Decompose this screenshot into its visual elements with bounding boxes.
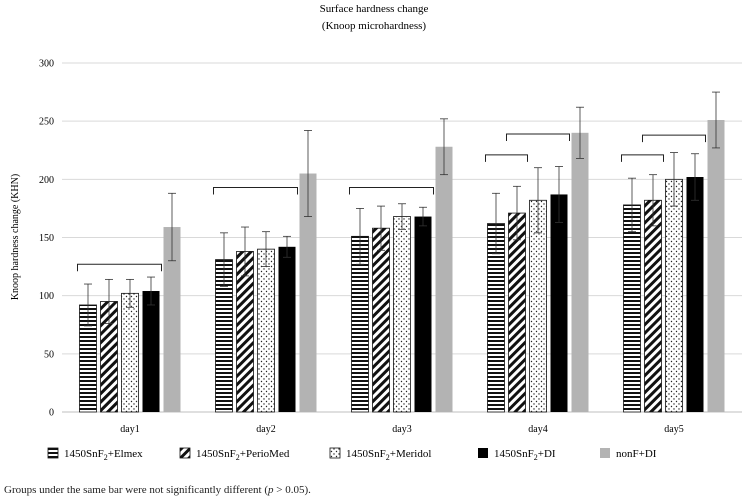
legend-label-1: 1450SnF2+Elmex xyxy=(64,448,143,462)
legend: 1450SnF2+Elmex 1450SnF2+PerioMed 1450SnF2+… xyxy=(47,447,657,462)
footnote: Groups under the same bar were not signi… xyxy=(4,484,311,496)
legend-label-4: 1450SnF2+DI xyxy=(494,448,556,462)
bar-day3-series-4 xyxy=(414,216,432,412)
error-bar-day5-series-4 xyxy=(691,153,699,201)
chart-subtitle: (Knoop microhardness) xyxy=(322,20,427,32)
error-bar-day3-series-5 xyxy=(440,118,448,176)
x-tick-label-day2: day2 xyxy=(256,424,275,435)
error-bar-day4-series-4 xyxy=(555,166,563,223)
error-bar-day2-series-2 xyxy=(241,226,249,277)
y-tick-label-300: 300 xyxy=(39,59,54,70)
x-tick-label-day3: day3 xyxy=(392,424,411,435)
significance-bracket-day5-7 xyxy=(642,134,706,143)
error-bar-day2-series-5 xyxy=(304,130,312,217)
y-tick-label-50: 50 xyxy=(44,349,54,360)
y-tick-label-150: 150 xyxy=(39,233,54,244)
bar-chart: Surface hardness change (Knoop microhard… xyxy=(10,3,742,462)
error-bar-day4-series-2 xyxy=(513,185,521,241)
y-tick-label-250: 250 xyxy=(39,117,54,128)
bar-day5-series-1 xyxy=(623,204,641,413)
legend-swatch-5 xyxy=(600,448,610,458)
significance-brackets xyxy=(77,133,706,272)
bar-day1-series-5 xyxy=(163,227,181,412)
bar-day5-series-2 xyxy=(644,199,662,413)
x-tick-label-day1: day1 xyxy=(120,424,139,435)
error-bar-day1-series-4 xyxy=(147,276,155,306)
x-tick-label-day4: day4 xyxy=(528,424,547,435)
bar-day1-series-4 xyxy=(142,291,160,412)
legend-item-2: 1450SnF2+PerioMed xyxy=(179,447,290,462)
error-bar-day2-series-3 xyxy=(262,231,270,267)
y-tick-label-200: 200 xyxy=(39,175,54,186)
error-bar-day5-series-5 xyxy=(712,91,720,149)
chart-title: Surface hardness change xyxy=(320,3,429,15)
bar-day4-series-5 xyxy=(571,132,589,413)
error-bar-day5-series-3 xyxy=(670,152,678,207)
error-bar-day1-series-1 xyxy=(84,283,92,327)
legend-swatch-1 xyxy=(47,447,59,459)
legend-item-4: 1450SnF2+DI xyxy=(478,448,556,462)
error-bar-day3-series-2 xyxy=(377,205,385,251)
error-bar-day5-series-2 xyxy=(649,174,657,227)
bar-day2-series-3 xyxy=(257,248,275,413)
legend-item-5: nonF+DI xyxy=(600,448,657,460)
y-axis-ticks: 0 50 100 150 200 250 300 xyxy=(39,59,54,419)
y-tick-label-100: 100 xyxy=(39,291,54,302)
footnote-text: Groups under the same bar were not signi… xyxy=(4,484,269,496)
legend-label-5: nonF+DI xyxy=(616,448,657,460)
bar-day4-series-2 xyxy=(508,212,526,413)
error-bar-day3-series-4 xyxy=(419,206,427,227)
bar-day4-series-4 xyxy=(550,194,568,412)
error-bar-day1-series-2 xyxy=(105,278,113,324)
y-axis-label: Knoop hardness change (KHN) xyxy=(10,174,21,300)
significance-bracket-day4-4 xyxy=(485,154,528,162)
error-bar-day5-series-1 xyxy=(628,177,636,233)
significance-bracket-day1-1 xyxy=(77,263,162,272)
error-bar-day1-series-3 xyxy=(126,278,134,308)
significance-bracket-day2-2 xyxy=(213,186,298,195)
significance-bracket-day4-5 xyxy=(506,133,570,141)
footnote-threshold: > 0.05). xyxy=(273,484,311,496)
legend-item-1: 1450SnF2+Elmex xyxy=(47,447,143,462)
bar-day5-series-3 xyxy=(665,178,683,413)
footnote-p-value-symbol: p xyxy=(268,484,274,496)
bars xyxy=(79,120,725,413)
bar-day1-series-3 xyxy=(121,292,139,413)
x-tick-label-day5: day5 xyxy=(664,424,683,435)
y-tick-label-0: 0 xyxy=(49,408,54,419)
bar-day2-series-5 xyxy=(299,173,317,412)
legend-item-3: 1450SnF2+Meridol xyxy=(329,447,431,462)
error-bar-day4-series-3 xyxy=(534,167,542,234)
error-bar-day4-series-1 xyxy=(492,192,500,255)
error-bar-day2-series-1 xyxy=(220,232,228,287)
bar-day3-series-2 xyxy=(372,227,390,413)
bar-day5-series-4 xyxy=(686,177,704,412)
bar-day3-series-3 xyxy=(393,216,411,413)
legend-swatch-2 xyxy=(179,447,191,459)
legend-label-2: 1450SnF2+PerioMed xyxy=(196,448,290,462)
error-bar-day3-series-1 xyxy=(356,208,364,265)
bar-day3-series-5 xyxy=(435,146,453,412)
legend-swatch-3 xyxy=(329,447,341,459)
error-bar-day2-series-4 xyxy=(283,235,291,258)
significance-bracket-day3-3 xyxy=(349,186,434,195)
x-axis-ticks: day1 day2 day3 day4 day5 xyxy=(120,424,683,435)
legend-label-3: 1450SnF2+Meridol xyxy=(346,448,431,462)
bar-day5-series-5 xyxy=(707,120,725,413)
significance-bracket-day5-6 xyxy=(621,154,664,162)
error-bar-day4-series-5 xyxy=(576,106,584,159)
error-bar-day1-series-5 xyxy=(168,192,176,262)
error-bar-day3-series-3 xyxy=(398,203,406,230)
error-bars xyxy=(84,91,720,327)
legend-swatch-4 xyxy=(478,448,488,458)
bar-day2-series-4 xyxy=(278,246,296,412)
